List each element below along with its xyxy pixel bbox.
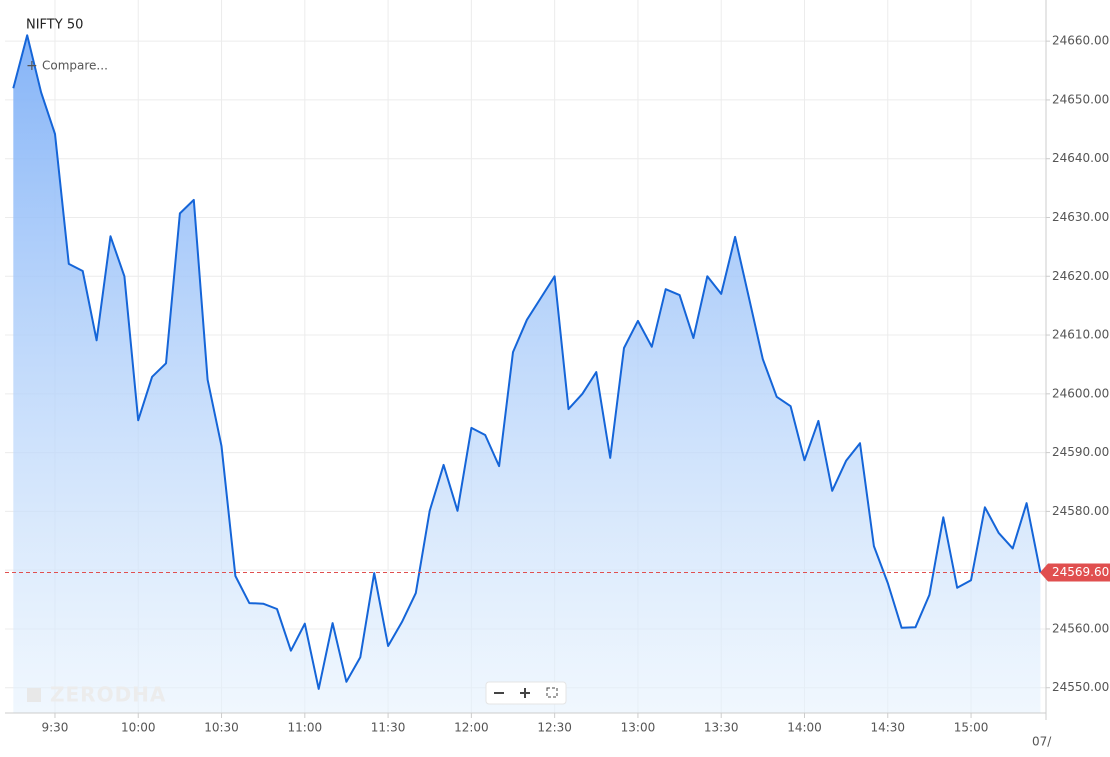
x-tick-label: 12:30 [537,721,572,735]
x-tick-label: 11:00 [288,721,323,735]
x-tick-label: 11:30 [371,721,406,735]
x-tick-label: 13:00 [621,721,656,735]
price-line [12,34,1042,690]
watermark: ZERODHA [50,683,166,707]
x-tick-label: 10:30 [204,721,239,735]
y-tick-label: 24550.00 [1052,680,1109,694]
compare-button[interactable]: Compare... [42,59,108,73]
x-tick-label: 15:00 [954,721,989,735]
x-tick-label: 14:00 [787,721,822,735]
x-tick-label: 9:30 [41,721,68,735]
y-tick-label: 24650.00 [1052,92,1109,106]
zoom-controls [485,681,567,705]
y-tick-label: 24640.00 [1052,151,1109,165]
x-tick-label: 14:30 [870,721,905,735]
last-price-tag [1040,563,1110,582]
y-tick-label: 24630.00 [1052,210,1109,224]
last-price-label: 24569.60 [1052,565,1109,579]
y-tick-label: 24620.00 [1052,269,1109,283]
x-tick-label: 12:00 [454,721,489,735]
area-fill [13,35,1041,714]
watermark-logo [27,688,41,702]
x-edge-label: 07/ [1032,735,1052,749]
y-tick-label: 24600.00 [1052,386,1109,400]
compare-icon[interactable]: + [26,58,38,74]
x-tick-label: 13:30 [704,721,739,735]
y-tick-label: 24610.00 [1052,328,1109,342]
y-tick-label: 24580.00 [1052,504,1109,518]
x-tick-label: 10:00 [121,721,156,735]
fullscreen[interactable] [546,687,558,698]
y-tick-label: 24590.00 [1052,445,1109,459]
chart-title: NIFTY 50 [26,18,83,33]
y-tick-label: 24660.00 [1052,34,1109,48]
y-tick-label: 24560.00 [1052,621,1109,635]
